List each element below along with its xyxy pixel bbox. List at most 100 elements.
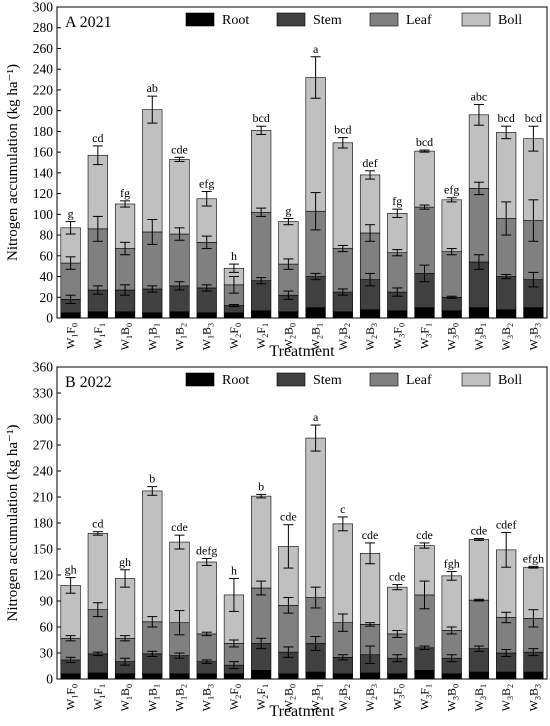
y-tick-label: 240 [33,62,54,77]
x-tick-label-subscript: 2 [316,335,325,339]
significance-label: fg [392,194,402,208]
y-tick-label: 180 [33,124,54,139]
x-tick-label-part: F [91,688,105,695]
x-tick-label-part: W [118,338,132,350]
x-tick-label-part: F [390,327,404,334]
legend-swatch-leaf [369,12,399,27]
significance-label: abc [471,89,488,103]
bar-segment-stem [496,276,517,311]
x-tick-label-part: B [445,688,459,696]
x-tick-label-subscript: 2 [261,695,270,699]
y-axis-title: Nitrogen accumulation (kg ha⁻¹) [5,425,21,622]
x-axis-title: Treatment [269,703,335,720]
x-tick-label-part: B [499,688,513,696]
y-tick-label: 100 [33,207,54,222]
plot-frame [56,6,548,319]
x-tick-label-part: B [281,688,295,696]
y-tick-label: 270 [33,438,54,453]
panel-title: B 2022 [65,374,112,391]
x-tick-label-subscript: 0 [125,684,134,688]
x-tick-label: W1B0 [118,684,134,711]
x-tick-label-part: W [309,338,323,350]
x-tick-label-subscript: 2 [343,323,352,327]
x-tick-label-part: F [254,327,268,334]
x-tick-label-part: F [64,327,78,334]
y-tick-label: 360 [33,360,54,375]
x-tick-label: W1B2 [173,323,189,350]
significance-label: cde [171,142,188,156]
x-tick-label-part: W [499,699,513,711]
x-tick-label: W2B3 [363,684,379,711]
significance-label: bcd [334,123,351,137]
bar-segment-boll [468,539,490,601]
x-tick-label-part: F [227,688,241,695]
x-tick-label-part: W [390,337,404,349]
x-tick-label: W3B0 [445,323,461,350]
x-tick-label-part: W [390,698,404,710]
significance-label: cde [471,524,488,538]
significance-label: cde [280,510,297,524]
significance-label: a [313,42,319,56]
significance-label: cd [92,131,103,145]
x-tick-label-subscript: 3 [479,696,488,700]
bar-segment-leaf [387,252,408,293]
x-tick-label-subscript: 0 [234,323,243,327]
bar-segment-boll [468,114,490,189]
x-tick-label-subscript: 0 [71,684,80,688]
x-tick-label-part: B [363,327,377,335]
x-tick-label-subscript: 3 [506,335,515,339]
x-tick-label: W3F0 [390,323,406,349]
x-tick-label-part: F [254,688,268,695]
x-tick-label-subscript: 3 [479,335,488,339]
x-tick-label: W3B1 [472,323,488,350]
x-tick-label-subscript: 1 [316,323,325,327]
y-tick-label: 30 [40,646,54,661]
significance-label: efgh [523,551,544,565]
x-tick-label-subscript: 0 [288,684,297,688]
bar-segment-boll [332,142,353,249]
x-tick-label-subscript: 1 [207,335,216,339]
x-tick-label-subscript: 3 [397,334,406,338]
x-tick-label: W1F0 [64,323,80,349]
y-tick-label: 300 [33,0,54,15]
x-tick-label-subscript: 3 [533,335,542,339]
x-tick-label: W1B0 [118,323,134,350]
x-tick-label-subscript: 2 [506,684,515,688]
x-tick-label-part: W [526,338,540,350]
x-tick-label-part: B [200,327,214,335]
significance-label: h [231,563,237,577]
x-tick-label-subscript: 1 [152,323,161,327]
x-tick-label-part: W [173,338,187,350]
x-tick-label-part: B [173,688,187,696]
significance-label: bcd [525,111,542,125]
x-tick-label-part: W [145,338,159,350]
x-tick-label-part: W [336,338,350,350]
significance-label: defg [196,544,217,558]
significance-label: bcd [253,111,270,125]
x-tick-label: W2B2 [336,684,352,711]
y-tick-label: 150 [33,542,54,557]
x-tick-label-subscript: 1 [425,684,434,688]
bar-segment-leaf [196,633,217,662]
x-tick-label-subscript: 1 [479,684,488,688]
x-tick-label: W3B1 [472,684,488,711]
y-axis-title: Nitrogen accumulation (kg ha⁻¹) [5,64,21,261]
x-tick-label-part: B [118,327,132,335]
x-tick-label-subscript: 1 [180,696,189,700]
x-tick-label: W2F1 [254,323,270,349]
x-tick-label-subscript: 2 [180,684,189,688]
legend-label-boll: Boll [498,373,522,388]
x-tick-label-part: B [499,327,513,335]
y-tick-label: 90 [40,594,54,609]
x-tick-label-part: B [526,688,540,696]
x-tick-label-part: B [445,327,459,335]
bar-segment-boll [142,109,163,233]
x-tick-label-subscript: 2 [261,334,270,338]
x-tick-label-subscript: 1 [71,695,80,699]
x-tick-label-part: F [91,327,105,334]
x-tick-label-subscript: 3 [452,696,461,700]
significance-label: fg [120,186,130,200]
legend-label-stem: Stem [313,373,342,388]
significance-label: cde [389,570,406,584]
